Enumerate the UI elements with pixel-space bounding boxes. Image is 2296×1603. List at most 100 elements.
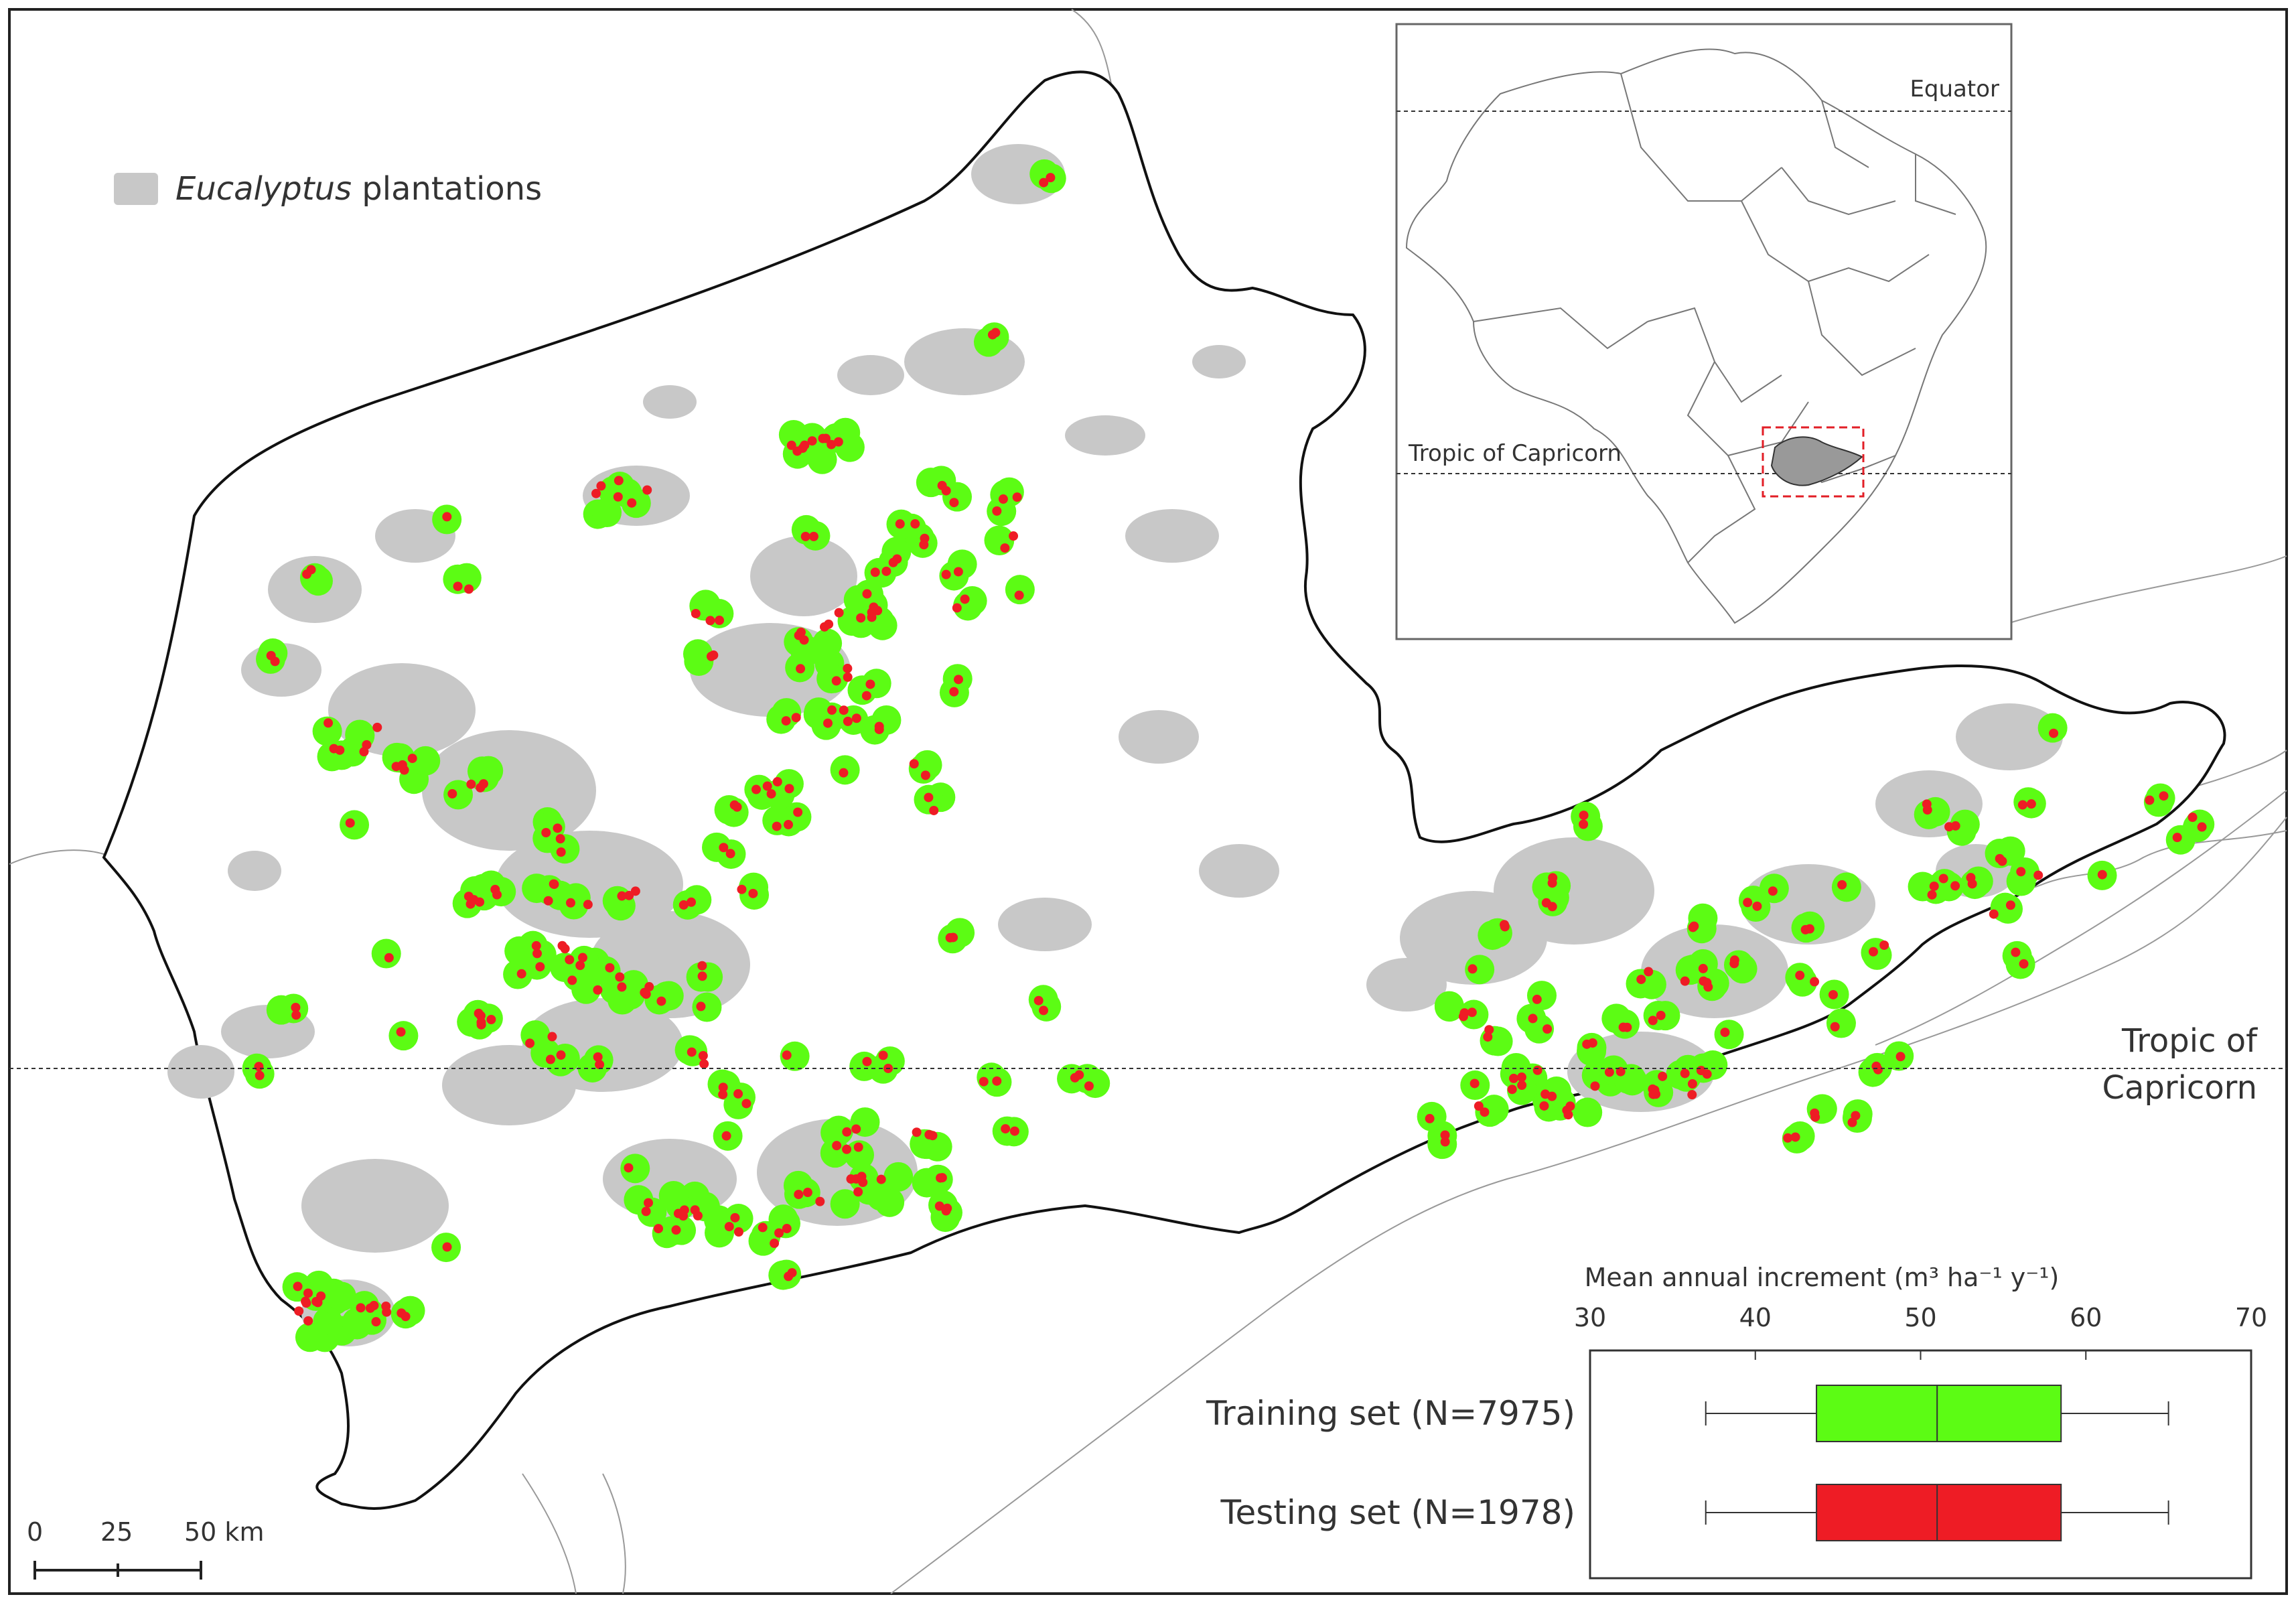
inset-highlight-box [1762, 426, 1865, 498]
testing-point [2011, 947, 2021, 957]
testing-point [1500, 920, 1510, 930]
testing-set-points [254, 173, 2207, 1327]
testing-point [1547, 902, 1557, 912]
testing-point [516, 969, 526, 979]
training-point [522, 874, 552, 904]
testing-point [1810, 1108, 1820, 1118]
testing-point [1467, 964, 1478, 974]
testing-point [1084, 1081, 1094, 1091]
testing-point [1938, 874, 1948, 884]
testing-point [851, 1124, 861, 1134]
box-plot-tick-label: 50 [1904, 1303, 1936, 1332]
testing-point [857, 1172, 867, 1182]
testing-point [909, 759, 919, 769]
testing-point [1828, 989, 1838, 999]
testing-point [644, 1198, 654, 1208]
training-point [845, 1140, 875, 1170]
testing-point [1966, 873, 1976, 883]
testing-point [705, 616, 715, 626]
testing-point [1702, 1069, 1712, 1079]
testing-point [630, 886, 640, 896]
training-point [1930, 869, 1960, 899]
testing-point [1922, 799, 1932, 809]
testing-point [691, 608, 701, 618]
testing-point [815, 1196, 825, 1206]
testing-point [254, 1062, 264, 1072]
testing-point [732, 802, 742, 812]
testing-point [577, 953, 587, 963]
testing-point [772, 777, 782, 787]
testing-point [556, 847, 566, 857]
testing-point [654, 1224, 664, 1234]
inset-map: Equator Tropic of Capricorn [1395, 23, 2013, 640]
testing-point [442, 512, 452, 522]
testing-point [302, 569, 312, 579]
testing-point [1729, 959, 1739, 969]
training-point [766, 704, 796, 734]
testing-point [555, 834, 565, 844]
testing-point [442, 1242, 452, 1252]
testing-point [553, 823, 563, 833]
testing-point [1483, 1032, 1493, 1042]
box-plot-tick-label: 30 [1574, 1303, 1606, 1332]
testing-point [979, 1076, 989, 1087]
testing-point [949, 687, 959, 697]
testing-point [532, 949, 543, 959]
testing-point [715, 616, 725, 626]
testing-point [895, 519, 905, 529]
testing-point [942, 1203, 952, 1213]
testing-point [301, 1298, 311, 1308]
testing-point [1743, 898, 1753, 908]
testing-point [987, 330, 997, 340]
testing-point [992, 506, 1002, 516]
testing-point [1474, 1101, 1484, 1111]
testing-point [1480, 1107, 1490, 1117]
scale-bar: 0 25 50 km [27, 1517, 264, 1580]
testing-point [1547, 1091, 1557, 1101]
testing-point [1604, 1067, 1614, 1077]
testing-point [372, 722, 382, 732]
training-point [371, 938, 401, 969]
testing-point [699, 1059, 709, 1069]
iqr-box [1816, 1484, 2062, 1541]
testing-point [1440, 1130, 1450, 1140]
training-point [861, 669, 891, 699]
testing-point [784, 820, 794, 830]
testing-point [952, 603, 962, 613]
testing-point [791, 713, 801, 723]
training-point [571, 974, 601, 1004]
testing-point [335, 745, 345, 755]
testing-point [1582, 1039, 1592, 1049]
testing-point [407, 754, 417, 764]
testing-point [1810, 977, 1820, 987]
testing-point [794, 1190, 804, 1200]
testing-point [856, 613, 866, 623]
testing-point [1579, 811, 1589, 821]
testing-point [397, 1308, 407, 1318]
testing-point [1927, 890, 1937, 900]
testing-point [1440, 1137, 1450, 1147]
testing-point [1929, 881, 1939, 891]
testing-point [824, 619, 834, 629]
testing-point [324, 718, 334, 728]
testing-point [1009, 531, 1019, 541]
testing-point [291, 1002, 301, 1012]
testing-point [730, 1212, 740, 1223]
testing-point [345, 818, 355, 828]
testing-point [396, 1027, 406, 1037]
testing-point [547, 1032, 557, 1042]
testing-point [596, 481, 606, 491]
testing-point [1873, 1064, 1883, 1074]
testing-point [545, 1054, 555, 1064]
training-point [984, 525, 1014, 555]
testing-point [1989, 909, 1999, 919]
testing-point [303, 1316, 313, 1326]
testing-point [1830, 1022, 1840, 1032]
testing-point [2016, 867, 2026, 877]
testing-point [758, 1223, 768, 1233]
training-point [1573, 811, 1603, 841]
testing-point [2197, 822, 2207, 832]
testing-point [721, 1131, 731, 1141]
testing-point [823, 718, 833, 728]
testing-point [1039, 178, 1049, 188]
